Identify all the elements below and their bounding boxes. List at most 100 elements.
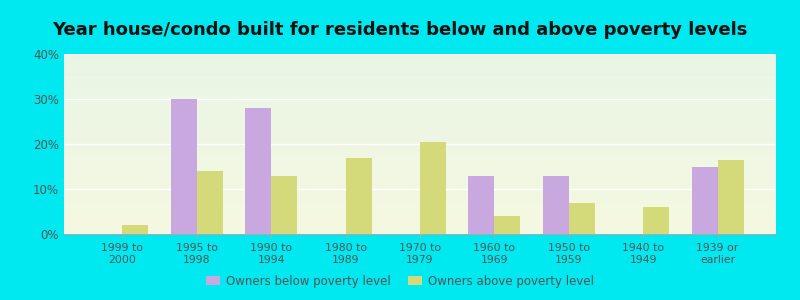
Bar — [64, 170, 776, 171]
Bar — [64, 198, 776, 199]
Bar — [64, 191, 776, 192]
Bar — [64, 128, 776, 129]
Bar — [64, 104, 776, 105]
Bar — [122, 225, 149, 234]
Bar — [64, 125, 776, 126]
Bar — [64, 186, 776, 187]
Bar — [64, 105, 776, 106]
Bar — [64, 76, 776, 77]
Bar — [64, 87, 776, 88]
Bar — [64, 145, 776, 146]
Bar — [643, 207, 670, 234]
Bar — [64, 99, 776, 100]
Bar — [64, 141, 776, 142]
Bar — [64, 184, 776, 185]
Bar — [64, 219, 776, 220]
Bar — [64, 82, 776, 83]
Bar — [64, 134, 776, 135]
Bar — [64, 62, 776, 63]
Bar — [64, 109, 776, 110]
Bar — [64, 122, 776, 123]
Bar — [64, 130, 776, 131]
Bar — [64, 204, 776, 205]
Bar — [64, 95, 776, 96]
Bar — [64, 218, 776, 219]
Bar — [64, 77, 776, 78]
Bar — [494, 216, 521, 234]
Bar — [64, 112, 776, 113]
Bar — [64, 70, 776, 71]
Bar — [64, 60, 776, 61]
Bar — [64, 119, 776, 120]
Bar — [64, 205, 776, 206]
Bar — [64, 189, 776, 190]
Bar — [64, 123, 776, 124]
Bar — [64, 216, 776, 217]
Legend: Owners below poverty level, Owners above poverty level: Owners below poverty level, Owners above… — [202, 271, 598, 291]
Bar — [64, 142, 776, 143]
Bar — [64, 177, 776, 178]
Bar — [64, 124, 776, 125]
Bar — [64, 225, 776, 226]
Bar — [64, 106, 776, 107]
Bar — [64, 103, 776, 104]
Bar — [64, 68, 776, 69]
Bar — [64, 75, 776, 76]
Bar — [64, 58, 776, 59]
Bar — [542, 176, 569, 234]
Bar — [64, 96, 776, 97]
Bar — [64, 214, 776, 215]
Bar — [64, 197, 776, 198]
Bar — [64, 136, 776, 137]
Bar — [64, 66, 776, 67]
Bar — [64, 108, 776, 109]
Bar — [64, 98, 776, 99]
Bar — [64, 228, 776, 229]
Bar — [64, 227, 776, 228]
Bar — [64, 193, 776, 194]
Bar — [64, 217, 776, 218]
Bar — [64, 210, 776, 211]
Bar — [64, 117, 776, 118]
Bar — [64, 113, 776, 114]
Bar — [64, 222, 776, 223]
Bar — [64, 166, 776, 167]
Bar — [64, 215, 776, 216]
Bar — [64, 187, 776, 188]
Bar — [64, 207, 776, 208]
Bar — [64, 173, 776, 174]
Bar — [64, 229, 776, 230]
Bar — [64, 97, 776, 98]
Bar — [64, 224, 776, 225]
Bar — [64, 80, 776, 81]
Bar — [64, 101, 776, 102]
Bar — [64, 156, 776, 157]
Bar — [64, 132, 776, 133]
Bar — [64, 165, 776, 166]
Bar — [245, 108, 271, 234]
Bar — [64, 208, 776, 209]
Bar — [64, 231, 776, 232]
Bar — [64, 74, 776, 75]
Bar — [64, 180, 776, 181]
Bar — [64, 79, 776, 80]
Bar — [64, 178, 776, 179]
Bar — [64, 67, 776, 68]
Bar — [64, 183, 776, 184]
Bar — [64, 154, 776, 155]
Bar — [64, 65, 776, 66]
Bar — [64, 200, 776, 201]
Bar — [64, 63, 776, 64]
Bar — [64, 158, 776, 159]
Bar — [64, 155, 776, 156]
Bar — [64, 121, 776, 122]
Bar — [64, 171, 776, 172]
Bar — [64, 135, 776, 136]
Bar — [64, 203, 776, 204]
Bar — [197, 171, 223, 234]
Bar — [64, 102, 776, 103]
Bar — [64, 175, 776, 176]
Bar — [64, 151, 776, 152]
Bar — [64, 84, 776, 85]
Bar — [691, 167, 718, 234]
